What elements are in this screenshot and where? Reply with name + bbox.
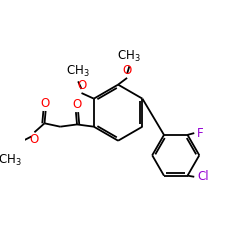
Text: F: F — [197, 126, 204, 140]
Text: O: O — [122, 64, 132, 77]
Text: O: O — [72, 98, 82, 111]
Text: O: O — [29, 134, 38, 146]
Text: CH$_3$: CH$_3$ — [66, 64, 90, 79]
Text: Cl: Cl — [197, 170, 209, 183]
Text: CH$_3$: CH$_3$ — [0, 152, 22, 168]
Text: O: O — [77, 79, 86, 92]
Text: CH$_3$: CH$_3$ — [118, 49, 141, 64]
Text: O: O — [40, 97, 49, 110]
